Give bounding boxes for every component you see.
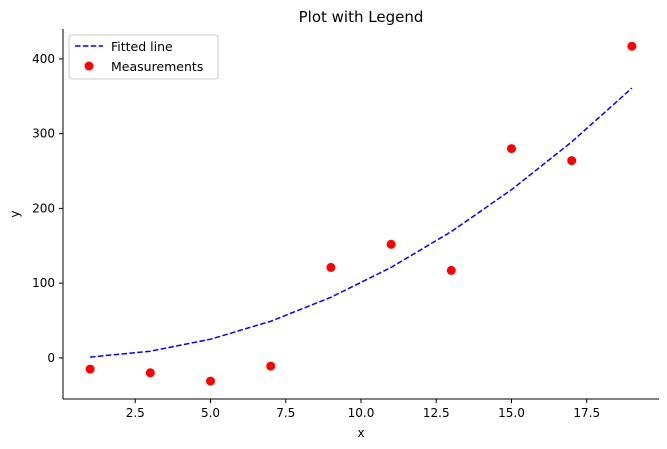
measurement-point bbox=[507, 144, 516, 154]
series-layer bbox=[85, 41, 637, 386]
x-axis-label: x bbox=[357, 426, 364, 440]
measurement-point bbox=[567, 156, 577, 166]
x-tick-label: 10.0 bbox=[348, 406, 375, 420]
x-tick-label: 15.0 bbox=[498, 406, 525, 420]
measurement-point bbox=[446, 265, 456, 275]
measurement-point bbox=[266, 361, 276, 371]
measurement-point bbox=[326, 262, 336, 272]
legend-label-fitted-line: Fitted line bbox=[111, 39, 173, 54]
y-ticks: 0 100 200 300 400 bbox=[32, 52, 63, 365]
fitted-line-series bbox=[90, 87, 633, 358]
y-axis-label: y bbox=[8, 210, 22, 217]
x-tick-label: 17.5 bbox=[573, 406, 600, 420]
y-tick-label: 0 bbox=[47, 351, 55, 365]
x-tick-label: 7.5 bbox=[276, 406, 295, 420]
x-tick-label: 2.5 bbox=[126, 406, 145, 420]
x-ticks: 2.5 5.0 7.5 10.0 12.5 15.0 17.5 bbox=[126, 399, 600, 420]
chart-title: Plot with Legend bbox=[299, 8, 424, 26]
legend-measurements-marker bbox=[84, 61, 94, 71]
measurement-point bbox=[206, 376, 215, 386]
measurement-point bbox=[627, 41, 637, 51]
measurement-point bbox=[145, 368, 155, 378]
x-tick-label: 12.5 bbox=[423, 406, 450, 420]
y-tick-label: 200 bbox=[32, 201, 55, 215]
legend-frame bbox=[68, 34, 219, 80]
y-tick-label: 300 bbox=[32, 127, 55, 141]
legend-label-measurements: Measurements bbox=[111, 59, 203, 74]
measurement-point bbox=[386, 239, 396, 249]
legend: Fitted line Measurements bbox=[68, 34, 219, 80]
plot-area: 2.5 5.0 7.5 10.0 12.5 15.0 17.5 0 100 200 300 400 bbox=[32, 29, 659, 420]
y-tick-label: 100 bbox=[32, 276, 55, 290]
x-tick-label: 5.0 bbox=[201, 406, 220, 420]
y-tick-label: 400 bbox=[32, 52, 55, 66]
measurement-point bbox=[85, 364, 95, 374]
